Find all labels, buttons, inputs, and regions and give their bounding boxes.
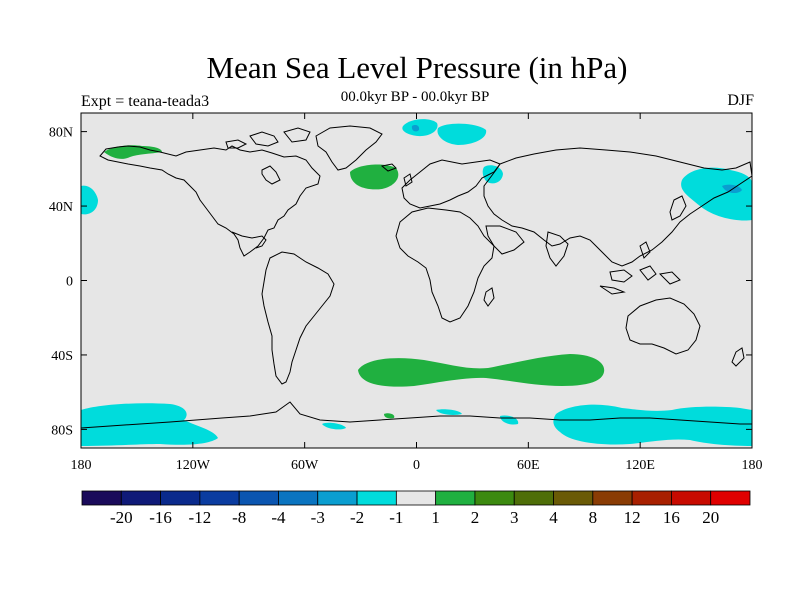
coastline-greenland	[315, 125, 383, 171]
anomaly-region-antarctic-east	[553, 404, 752, 446]
colorbar-swatch	[81, 490, 122, 506]
x-tick-label: 60E	[517, 458, 540, 473]
coastline-layer	[81, 125, 752, 429]
colorbar-swatch	[513, 490, 554, 506]
x-tick-label: 180	[71, 458, 92, 473]
colorbar-label: -1	[389, 508, 403, 527]
colorbar-label: 3	[510, 508, 519, 527]
coastline-british-isles	[403, 173, 413, 187]
colorbar-swatch	[553, 490, 594, 506]
anomaly-region-ne-pacific	[81, 185, 98, 215]
chart-title: Mean Sea Level Pressure (in hPa)	[206, 50, 628, 85]
coastline-japan	[669, 195, 687, 221]
coastline-asia	[483, 147, 752, 267]
x-axis: 180 120W 60W 0 60E 120E 180	[71, 113, 763, 473]
anomaly-region-north-atlantic	[350, 164, 399, 190]
anomaly-region-antarctic-small-3	[322, 422, 346, 430]
colorbar-label: -2	[350, 508, 364, 527]
anomaly-region-alaska	[104, 145, 162, 159]
anomaly-region-antarctic-small-1	[436, 409, 462, 415]
colorbar-swatch	[238, 490, 279, 506]
x-tick-label: 120E	[625, 458, 655, 473]
colorbar-label: 8	[589, 508, 598, 527]
y-axis: 80N 40N 0 40S 80S	[49, 126, 752, 438]
coastline-north-america	[99, 145, 321, 257]
coastline-africa	[395, 207, 495, 323]
colorbar-label: -3	[311, 508, 325, 527]
colorbar-swatch	[317, 490, 358, 506]
season-label: DJF	[727, 92, 754, 109]
coastline-new-zealand	[731, 347, 745, 367]
coastline-gulf-mexico	[231, 231, 267, 249]
colorbar-label: -12	[189, 508, 212, 527]
chart-subtitle: 00.0kyr BP - 00.0kyr BP	[340, 89, 490, 105]
coastline-se-asia-islands	[599, 241, 681, 295]
colorbar-label: 20	[702, 508, 719, 527]
colorbar-swatch	[435, 490, 476, 506]
colorbar-swatch	[199, 490, 240, 506]
coastline-south-america	[261, 251, 335, 385]
anomaly-region-southern-ocean	[358, 354, 605, 387]
x-tick-label: 60W	[291, 458, 319, 473]
x-tick-label: 0	[413, 458, 420, 473]
y-tick-label: 0	[66, 275, 73, 290]
experiment-label: Expt = teana-teada3	[81, 93, 210, 110]
coastline-arabia	[485, 225, 525, 255]
y-tick-label: 80S	[51, 423, 73, 438]
x-tick-label: 180	[742, 458, 763, 473]
colorbar-swatch	[160, 490, 201, 506]
anomaly-region-nw-pacific	[681, 167, 752, 221]
y-tick-label: 80N	[49, 126, 73, 141]
y-tick-label: 40S	[51, 349, 73, 364]
coastline-arctic-islands	[225, 127, 311, 149]
coastline-hudson-bay	[261, 165, 281, 185]
colorbar-swatch	[631, 490, 672, 506]
anomaly-region-arctic-core	[411, 125, 420, 132]
colorbar-swatch	[474, 490, 515, 506]
colorbar-swatch	[671, 490, 712, 506]
colorbar-label: 12	[624, 508, 641, 527]
colorbar-swatch	[356, 490, 397, 506]
colorbar-swatch	[395, 490, 437, 506]
colorbar-label: -20	[110, 508, 133, 527]
colorbar-label: -4	[271, 508, 286, 527]
anomaly-region-antarctic-west	[81, 403, 218, 446]
colorbar-swatch	[278, 490, 319, 506]
colorbar-swatch	[120, 490, 161, 506]
colorbar-label: 2	[471, 508, 480, 527]
anomaly-region-arctic	[402, 119, 438, 137]
colorbar-swatch	[592, 490, 633, 506]
coastline-australia	[625, 297, 701, 355]
colorbar-label: 4	[549, 508, 558, 527]
coastline-madagascar	[483, 287, 495, 307]
anomaly-fill-layer	[81, 119, 752, 446]
coastline-europe	[401, 159, 501, 209]
coastline-india	[545, 231, 569, 267]
colorbar: -20 -16 -12 -8 -4 -3 -2 -1 1 2 3 4 8 12 16 20	[81, 490, 751, 527]
anomaly-region-small-1	[384, 413, 395, 419]
x-tick-label: 120W	[176, 458, 211, 473]
colorbar-label: -8	[232, 508, 246, 527]
colorbar-label: -16	[149, 508, 172, 527]
coastline-antarctica	[81, 401, 752, 429]
coastline-iceland	[380, 163, 397, 172]
y-tick-label: 40N	[49, 200, 73, 215]
colorbar-label: 16	[663, 508, 680, 527]
colorbar-swatch	[710, 490, 751, 506]
colorbar-label: 1	[431, 508, 440, 527]
anomaly-region-arctic-2	[437, 123, 487, 145]
map-background	[81, 113, 752, 448]
